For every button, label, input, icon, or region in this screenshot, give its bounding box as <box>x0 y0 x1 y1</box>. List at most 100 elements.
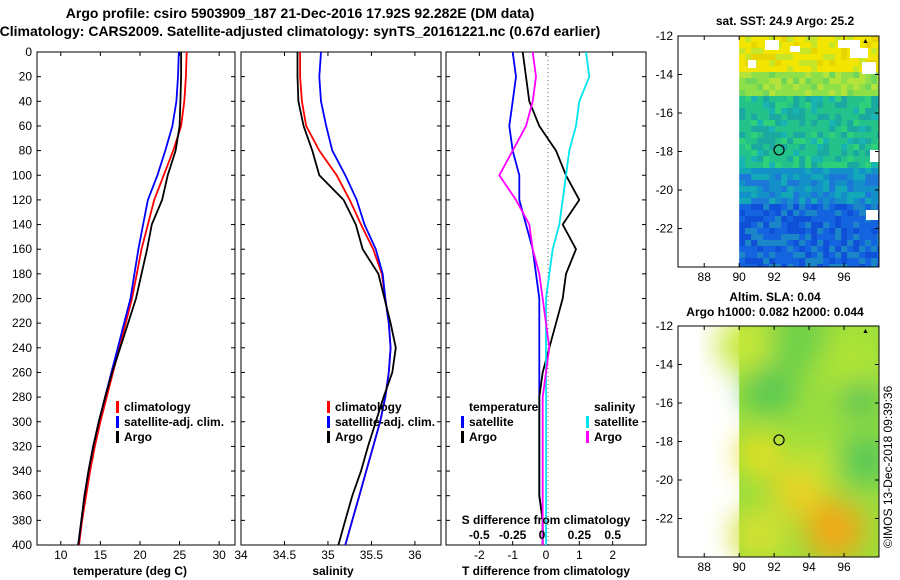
sst-cell <box>745 234 752 241</box>
sst-cell <box>769 198 776 205</box>
sst-cell <box>829 168 836 175</box>
sst-cell <box>817 66 824 73</box>
depth-tick-label: 20 <box>19 70 33 84</box>
sst-cell <box>799 48 806 55</box>
sst-cell <box>787 78 794 85</box>
sst-cell <box>871 84 878 91</box>
sst-cell <box>805 108 812 115</box>
sst-cell <box>859 264 866 267</box>
sst-cell <box>775 120 782 127</box>
sst-map-title: sat. SST: 24.9 Argo: 25.2 <box>716 14 855 28</box>
sst-cell <box>745 258 752 265</box>
sla-map-title-line2: Argo h1000: 0.082 h2000: 0.044 <box>686 305 864 319</box>
sst-cell <box>739 102 746 109</box>
sst-cell <box>739 162 746 169</box>
sst-cell <box>805 36 812 43</box>
sst-cell <box>877 84 879 91</box>
map-x-tick-label: 94 <box>802 560 816 574</box>
sst-cell <box>757 234 764 241</box>
sst-cell <box>871 48 878 55</box>
sst-cell <box>841 114 848 121</box>
sst-cell <box>799 102 806 109</box>
sst-cell <box>799 168 806 175</box>
sst-cell <box>793 174 800 181</box>
sst-cell <box>763 162 770 169</box>
sst-cell <box>799 204 806 211</box>
sst-cell <box>769 114 776 121</box>
sst-cell <box>835 126 842 133</box>
sst-cell <box>841 48 848 55</box>
sst-cell <box>769 78 776 85</box>
sst-cell <box>877 102 879 109</box>
sst-cell <box>835 72 842 79</box>
sst-cell <box>745 84 752 91</box>
sst-cell <box>763 90 770 97</box>
sst-cell <box>763 228 770 235</box>
sst-cell <box>847 180 854 187</box>
sst-cell <box>835 144 842 151</box>
sst-cell <box>847 258 854 265</box>
sst-cloud-gap <box>870 150 879 162</box>
sst-cell <box>799 90 806 97</box>
sst-cell <box>757 108 764 115</box>
sst-cell <box>871 264 878 267</box>
sst-cell <box>769 168 776 175</box>
sst-cell <box>829 234 836 241</box>
sst-cell <box>829 210 836 217</box>
sst-cell <box>859 240 866 247</box>
sst-cell <box>781 258 788 265</box>
sst-cell <box>847 222 854 229</box>
sst-cell <box>751 264 758 267</box>
sst-cell <box>751 240 758 247</box>
sst-cell <box>805 96 812 103</box>
sst-cell <box>781 126 788 133</box>
sst-cell <box>775 252 782 259</box>
sst-cell <box>799 78 806 85</box>
sst-cell <box>751 144 758 151</box>
sst-cell <box>781 60 788 67</box>
sst-cell <box>775 138 782 145</box>
depth-tick-label: 40 <box>19 94 33 108</box>
sst-cell <box>787 144 794 151</box>
sst-cell <box>847 240 854 247</box>
sst-cell <box>805 216 812 223</box>
sla-blob <box>732 507 788 557</box>
sst-cell <box>763 174 770 181</box>
sst-cell <box>841 138 848 145</box>
sst-cell <box>865 120 872 127</box>
map-y-tick-label: -12 <box>656 29 674 43</box>
sst-cell <box>829 54 836 61</box>
sst-cell <box>763 204 770 211</box>
sst-cell <box>853 156 860 163</box>
sst-cell <box>787 108 794 115</box>
sst-cell <box>871 204 878 211</box>
sst-cell <box>799 252 806 259</box>
sst-cell <box>751 132 758 139</box>
map-x-tick-label: 96 <box>837 560 851 574</box>
x-tick-label: 20 <box>133 548 147 562</box>
sst-cell <box>739 96 746 103</box>
sst-cell <box>763 240 770 247</box>
depth-tick-label: 360 <box>12 489 32 503</box>
legend-label-satellite: satellite-adj. clim. <box>124 415 224 429</box>
sst-cell <box>787 60 794 67</box>
sst-cell <box>745 54 752 61</box>
depth-tick-label: 240 <box>12 341 32 355</box>
sst-cell <box>751 198 758 205</box>
sst-cloud-gap <box>838 40 860 48</box>
sst-cell <box>859 120 866 127</box>
sst-cell <box>841 204 848 211</box>
sst-cell <box>829 198 836 205</box>
sst-cell <box>841 78 848 85</box>
sst-cell <box>769 186 776 193</box>
temperature-x-axis: 10 15 20 25 30 <box>37 51 235 562</box>
salinity-series <box>296 52 397 545</box>
sst-cell <box>835 192 842 199</box>
series-line-argo <box>77 52 183 545</box>
temperature-xlabel: temperature (deg C) <box>73 564 187 578</box>
sst-cell <box>757 174 764 181</box>
sst-cell <box>751 162 758 169</box>
sst-cell <box>829 60 836 67</box>
sst-cell <box>775 114 782 121</box>
sst-cell <box>793 120 800 127</box>
